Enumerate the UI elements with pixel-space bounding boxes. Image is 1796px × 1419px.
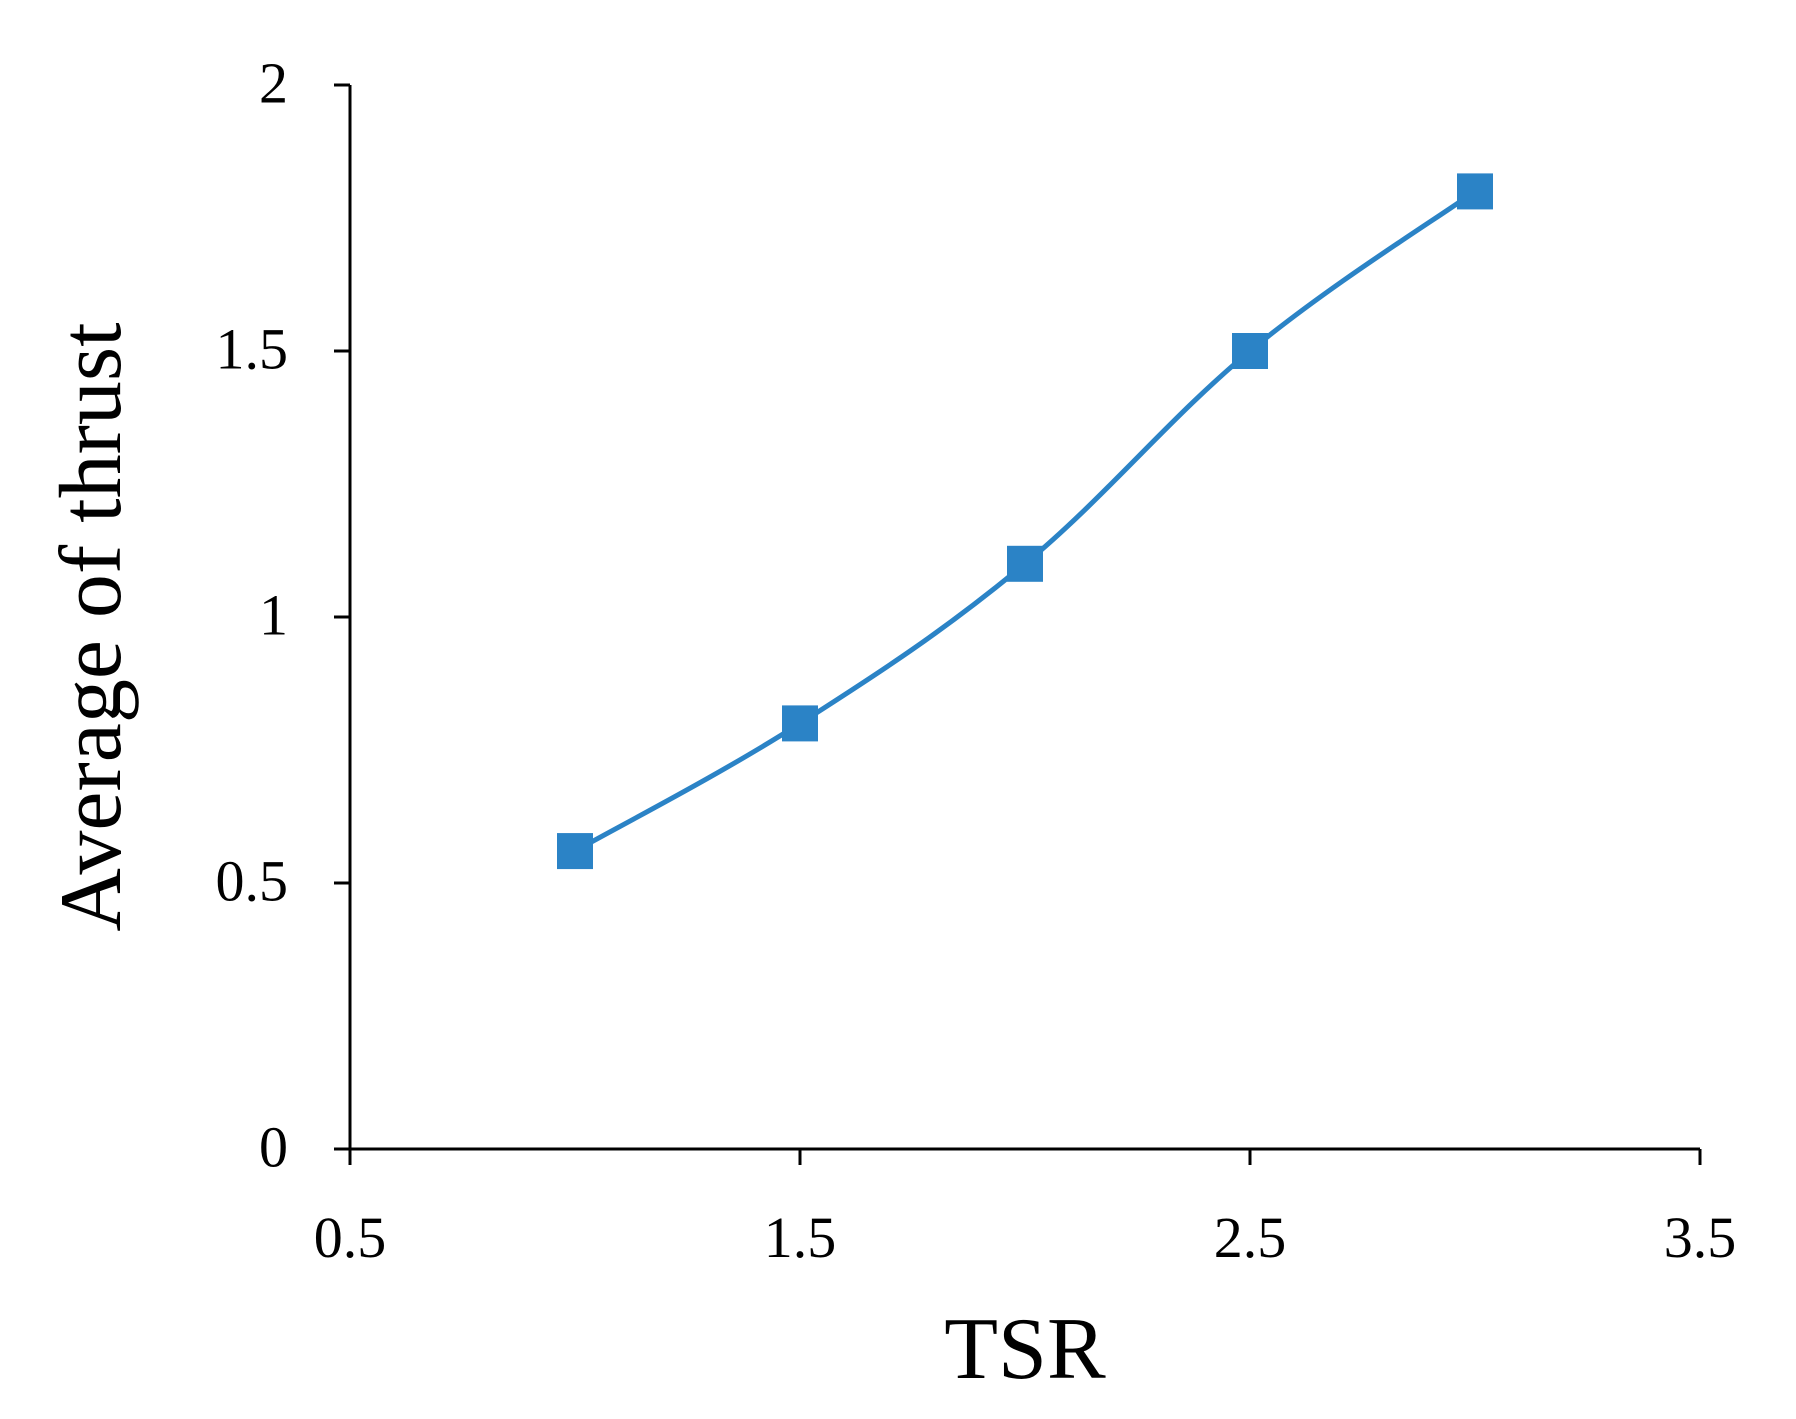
y-tick-label: 1.5 (216, 316, 289, 381)
data-point-marker (1457, 173, 1493, 210)
x-tick-label: 2.5 (1214, 1205, 1287, 1270)
x-axis-title: TSR (944, 1301, 1106, 1398)
y-tick-label: 0.5 (216, 848, 289, 913)
y-ticks: 0 0.5 1 1.5 2 (216, 50, 350, 1179)
y-tick-label: 1 (259, 582, 288, 647)
x-tick-label: 3.5 (1664, 1205, 1737, 1270)
y-tick-label: 0 (259, 1114, 288, 1179)
data-point-marker (1007, 545, 1043, 582)
x-ticks: 0.5 1.5 2.5 3.5 (314, 1149, 1737, 1270)
series-line (573, 189, 1477, 854)
x-tick-label: 1.5 (764, 1205, 837, 1270)
y-axis-title: Average of thrust (43, 322, 140, 931)
data-point-marker (782, 705, 818, 742)
data-point-marker (557, 833, 593, 870)
data-point-marker (1232, 333, 1268, 369)
axes (348, 85, 1700, 1151)
series-layer (557, 173, 1493, 870)
x-tick-label: 0.5 (314, 1205, 387, 1270)
y-tick-label: 2 (259, 50, 288, 115)
